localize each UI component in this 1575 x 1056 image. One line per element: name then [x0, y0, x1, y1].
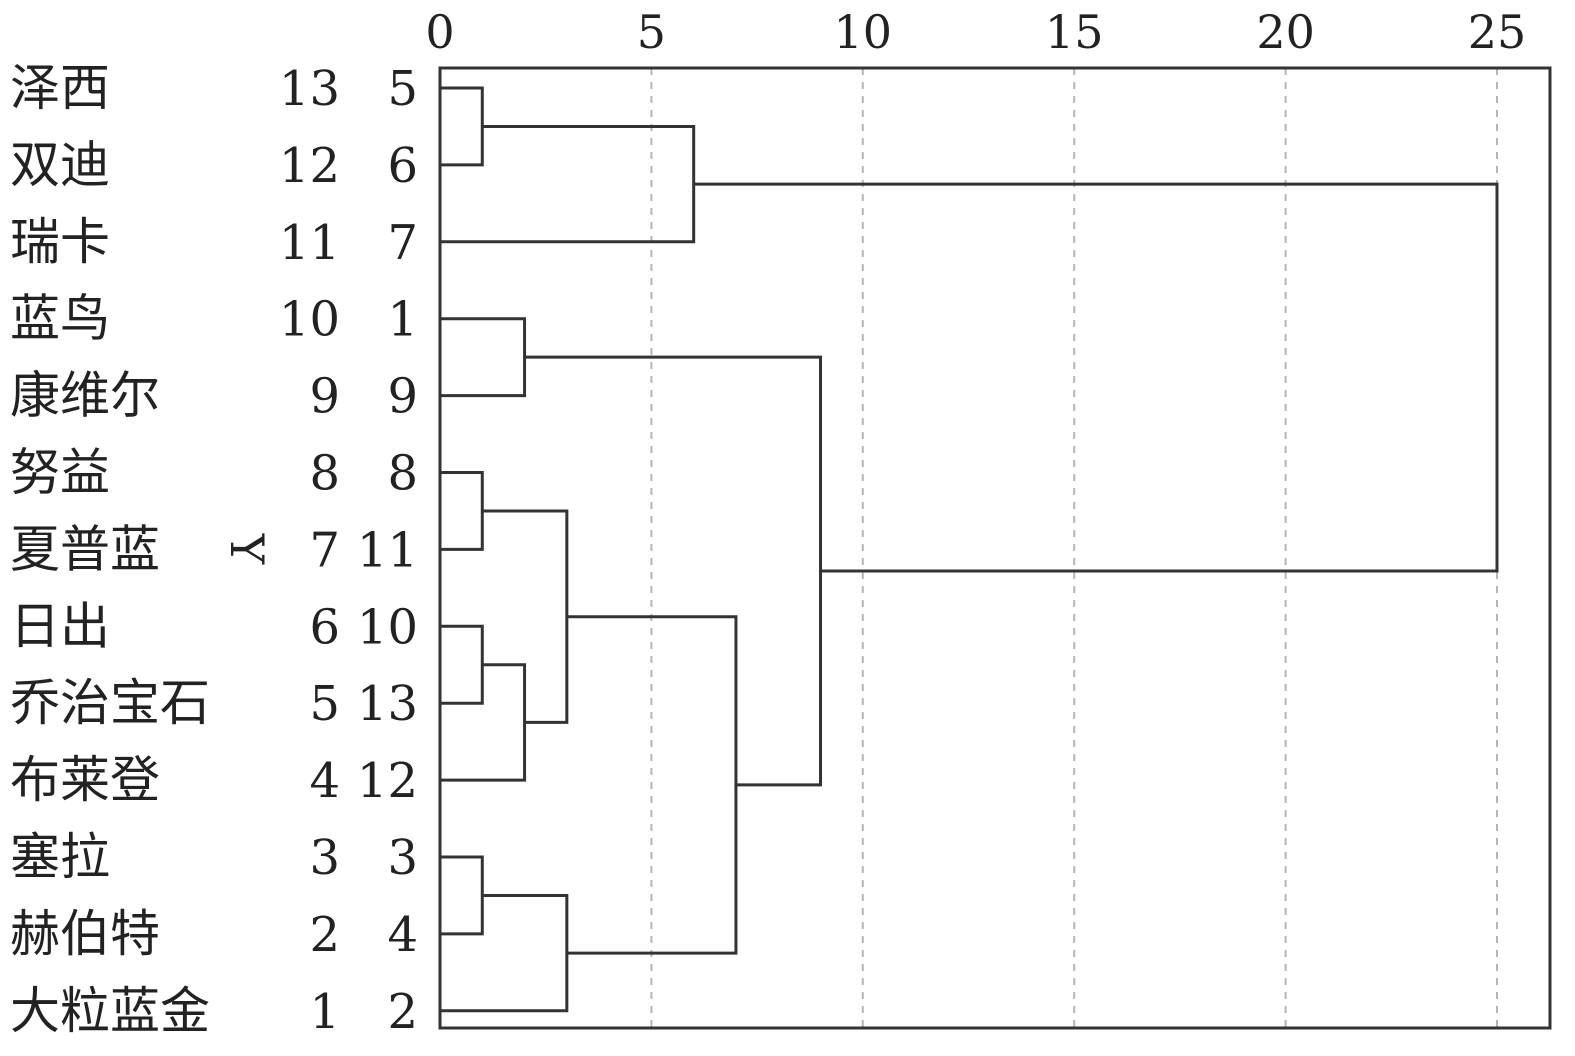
row-y-index-label: 13 [279, 61, 340, 117]
row-name-label: 日出 [10, 597, 110, 655]
row-case-label: 9 [387, 369, 418, 425]
row-name-label: 乔治宝石 [10, 674, 210, 732]
row-1: 泽西 13 5 [10, 59, 418, 117]
row-7: 夏普蓝 7 11 [10, 520, 418, 578]
row-13: 大粒蓝金 1 2 [10, 982, 418, 1040]
y-axis-label: Y [220, 533, 274, 565]
row-case-label: 3 [387, 830, 418, 886]
row-y-index-label: 5 [309, 676, 340, 732]
row-3: 瑞卡 11 7 [10, 213, 418, 271]
dendrogram-link-m1 [440, 86, 484, 167]
row-6: 努益 8 8 [10, 444, 418, 502]
row-y-index-label: 4 [309, 753, 340, 809]
row-4: 蓝鸟 10 1 [10, 290, 418, 348]
row-y-index-label: 12 [279, 138, 340, 194]
row-y-index-label: 8 [309, 446, 340, 502]
row-case-label: 8 [387, 446, 418, 502]
row-8: 日出 6 10 [10, 597, 418, 655]
row-name-label: 蓝鸟 [10, 290, 110, 348]
grid-layer [650, 68, 1498, 1028]
row-name-label: 泽西 [10, 59, 110, 117]
plot-frame [438, 66, 1552, 1030]
row-name-label: 赫伯特 [10, 905, 160, 963]
row-y-index-label: 1 [309, 984, 340, 1040]
row-y-index-label: 7 [309, 522, 340, 578]
row-5: 康维尔 9 9 [10, 367, 418, 425]
x-tick-label-5: 5 [637, 5, 666, 59]
row-case-label: 6 [387, 138, 418, 194]
row-case-label: 10 [357, 599, 418, 655]
x-tick-label-15: 15 [1045, 5, 1104, 59]
x-tick-label-20: 20 [1256, 5, 1315, 59]
links-layer [440, 86, 1499, 1013]
row-name-label: 夏普蓝 [10, 520, 160, 578]
dendrogram-link-m3 [440, 317, 527, 398]
row-y-index-label: 11 [279, 215, 340, 271]
dendrogram-link-m11 [524, 355, 823, 787]
dendrogram-link-m5 [440, 624, 484, 705]
row-case-label: 12 [357, 753, 418, 809]
row-case-label: 7 [387, 215, 418, 271]
row-10: 布莱登 4 12 [10, 751, 418, 809]
dendrogram-link-m4 [440, 471, 484, 551]
row-name-label: 瑞卡 [10, 213, 110, 271]
dendrogram-link-m12 [693, 182, 1499, 573]
row-name-label: 大粒蓝金 [10, 982, 210, 1040]
row-2: 双迪 12 6 [10, 136, 418, 194]
x-tick-labels: 0 5 10 15 20 25 [425, 5, 1526, 59]
row-y-index-label: 6 [309, 599, 340, 655]
row-case-label: 5 [387, 61, 418, 117]
row-y-index-label: 2 [309, 907, 340, 963]
row-name-label: 努益 [10, 444, 110, 502]
row-case-label: 11 [357, 522, 418, 578]
x-tick-label-10: 10 [834, 5, 893, 59]
x-tick-label-25: 25 [1468, 5, 1527, 59]
row-name-label: 康维尔 [10, 367, 160, 425]
x-tick-label-0: 0 [425, 5, 454, 59]
row-case-label: 2 [387, 984, 418, 1040]
dendrogram-link-m8 [440, 855, 484, 936]
row-name-label: 塞拉 [10, 828, 110, 886]
row-y-index-label: 9 [309, 369, 340, 425]
row-y-index-label: 10 [279, 292, 340, 348]
row-case-label: 1 [387, 292, 418, 348]
row-y-index-label: 3 [309, 830, 340, 886]
dendrogram-link-m2 [440, 124, 696, 244]
row-11: 塞拉 3 3 [10, 828, 418, 886]
row-case-label: 13 [357, 676, 418, 732]
row-9: 乔治宝石 5 13 [10, 674, 418, 732]
row-name-label: 双迪 [10, 136, 110, 194]
dendrogram-link-m9 [440, 893, 569, 1013]
row-case-label: 4 [387, 907, 418, 963]
row-name-label: 布莱登 [10, 751, 160, 809]
row-12: 赫伯特 2 4 [10, 905, 418, 963]
